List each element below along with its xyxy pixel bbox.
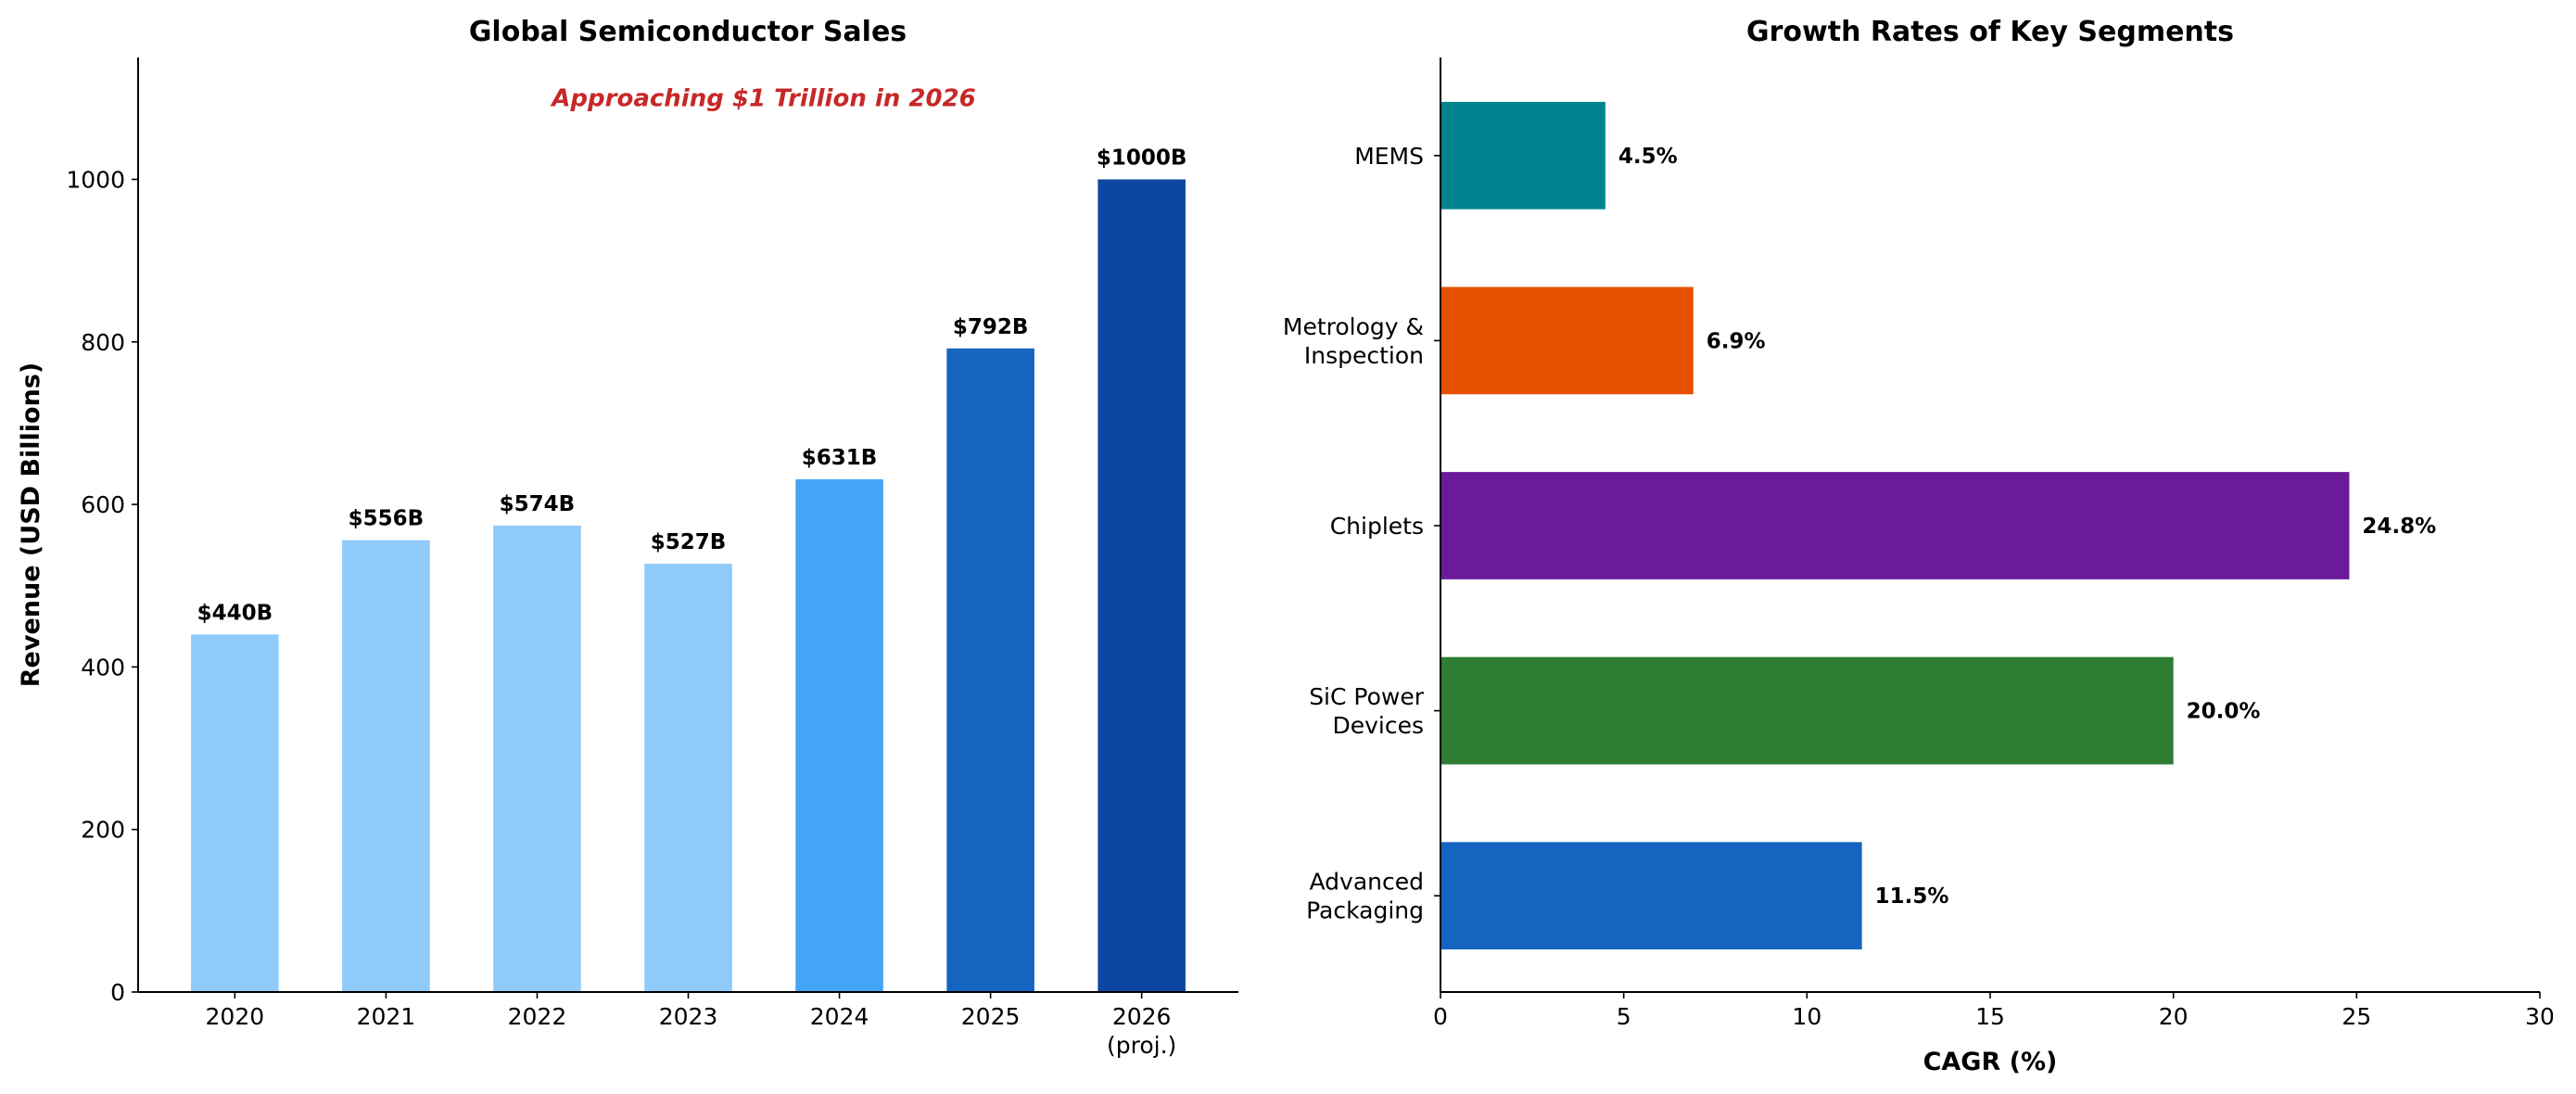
semiconductor-sales-chart: Global Semiconductor Sales Revenue (USD …	[17, 16, 1238, 1059]
x-tick-label: 2020	[206, 1003, 265, 1030]
left-y-axis-label: Revenue (USD Billions)	[17, 363, 45, 687]
y-tick-label: SiC Power Devices	[1309, 683, 1425, 739]
y-tick-label: 800	[81, 329, 125, 356]
y-tick-label: MEMS	[1354, 143, 1424, 170]
bar-value-label: 24.8%	[2362, 515, 2436, 539]
bar-0	[191, 634, 279, 992]
y-tick-label: 200	[81, 817, 125, 844]
annotation-text: Approaching $1 Trillion in 2026	[550, 85, 975, 113]
x-tick-label: 2021	[357, 1003, 416, 1030]
bar-value-label: $574B	[500, 492, 576, 516]
bar-value-label: $1000B	[1097, 146, 1187, 170]
y-tick-label: 400	[81, 654, 125, 681]
bar-value-label: 6.9%	[1707, 329, 1766, 353]
x-tick-label: 0	[1433, 1003, 1448, 1030]
bar-value-label: 4.5%	[1618, 145, 1678, 169]
bar-0	[1440, 842, 1862, 950]
y-tick-label: 0	[110, 979, 125, 1006]
x-tick-label: 2024	[810, 1003, 869, 1030]
left-chart-title: Global Semiconductor Sales	[469, 16, 907, 48]
y-tick-label: 1000	[66, 166, 125, 193]
x-tick-label: 10	[1792, 1003, 1821, 1030]
bar-1	[1440, 656, 2174, 765]
bar-value-label: $440B	[197, 601, 273, 625]
x-tick-label: 2022	[508, 1003, 567, 1030]
bar-value-label: $527B	[651, 530, 727, 554]
x-tick-label: 2025	[961, 1003, 1021, 1030]
bar-4	[1440, 101, 1605, 210]
right-x-axis-label: CAGR (%)	[1923, 1048, 2058, 1076]
bar-2	[1440, 472, 2350, 579]
y-tick-label: Advanced Packaging	[1306, 869, 1424, 924]
bar-5	[946, 348, 1034, 992]
segment-growth-chart: Growth Rates of Key Segments CAGR (%) 11…	[1283, 16, 2555, 1076]
y-tick-label: 600	[81, 491, 125, 518]
bar-value-label: $792B	[953, 315, 1029, 339]
bar-value-label: $556B	[349, 507, 425, 531]
x-tick-label: 5	[1617, 1003, 1631, 1030]
bar-3	[1440, 286, 1694, 395]
x-tick-label: 2026 (proj.)	[1107, 1003, 1176, 1059]
bar-value-label: 11.5%	[1875, 884, 1949, 909]
x-tick-label: 15	[1975, 1003, 2005, 1030]
bar-6	[1098, 179, 1186, 992]
bar-value-label: 20.0%	[2187, 700, 2261, 724]
bar-3	[644, 564, 732, 992]
bar-value-label: $631B	[802, 446, 878, 470]
x-tick-label: 2023	[659, 1003, 718, 1030]
bar-2	[493, 525, 581, 992]
y-tick-label: Metrology & Inspection	[1283, 313, 1424, 369]
bar-1	[342, 540, 430, 992]
bar-4	[795, 478, 883, 992]
y-tick-label: Chiplets	[1330, 513, 1424, 540]
right-chart-title: Growth Rates of Key Segments	[1746, 16, 2234, 48]
x-tick-label: 20	[2159, 1003, 2189, 1030]
x-tick-label: 25	[2341, 1003, 2371, 1030]
x-tick-label: 30	[2525, 1003, 2555, 1030]
